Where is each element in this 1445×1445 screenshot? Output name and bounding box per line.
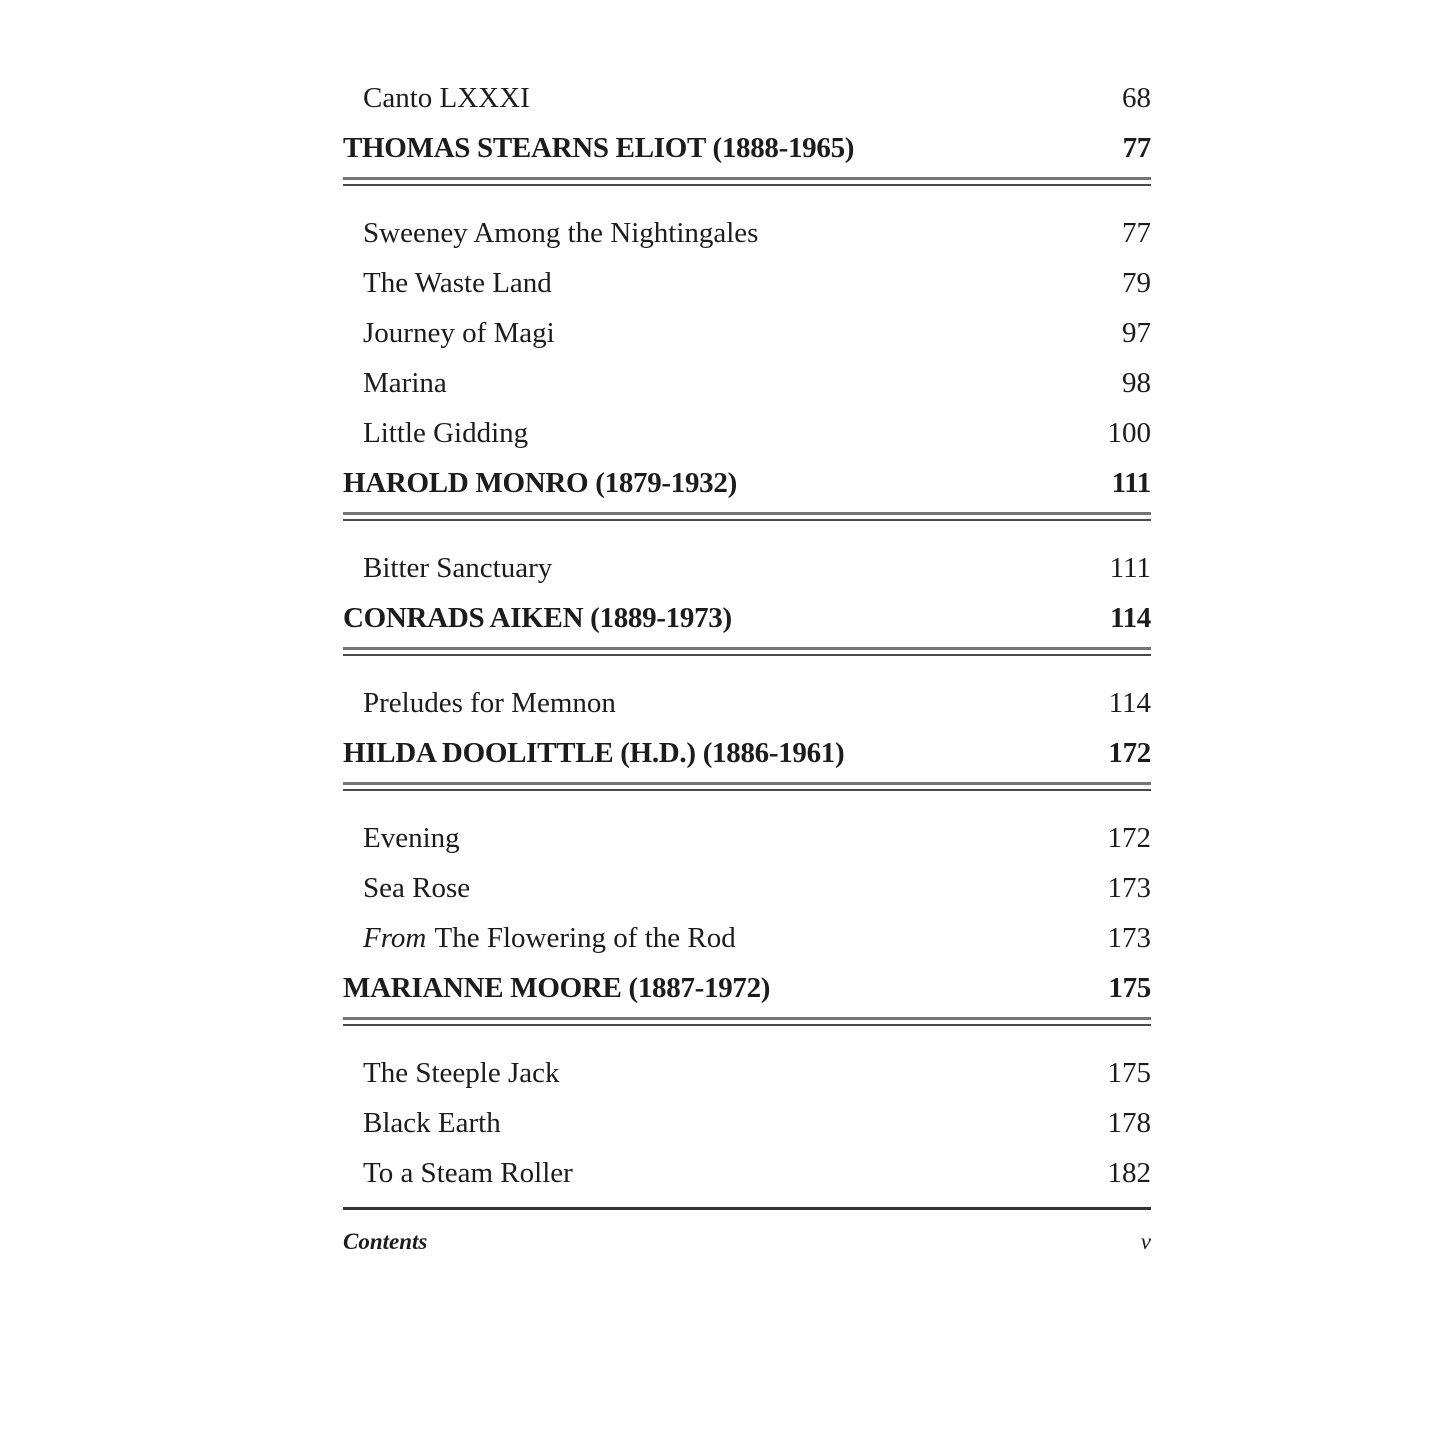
toc-entry-row: Bitter Sanctuary 111 [343, 552, 1151, 584]
toc-entry-row: Evening 172 [343, 822, 1151, 854]
entry-title-italic-prefix: From [363, 922, 427, 954]
page-number: 175 [1107, 1057, 1152, 1089]
entry-title: From The Flowering of the Rod [343, 922, 736, 954]
page-number: 114 [1110, 602, 1151, 634]
toc-entry-row: Sweeney Among the Nightingales 77 [343, 217, 1151, 249]
page-number: 114 [1108, 687, 1151, 719]
toc-entry-row: Journey of Magi 97 [343, 317, 1151, 349]
page-number: 111 [1109, 552, 1151, 584]
page-number: 172 [1107, 822, 1152, 854]
author-heading: HILDA DOOLITTLE (H.D.) (1886-1961) [343, 737, 845, 769]
entry-title: The Waste Land [363, 267, 552, 299]
page-number: 79 [1122, 267, 1151, 299]
page-number: 111 [1111, 467, 1152, 499]
page-number: 77 [1122, 132, 1152, 164]
toc-entry-row: Marina 98 [343, 367, 1151, 399]
footer-label: Contents [343, 1229, 428, 1254]
entry-title: Little Gidding [363, 417, 529, 449]
toc-entry-row: To a Steam Roller 182 [343, 1157, 1151, 1189]
author-heading-row: HILDA DOOLITTLE (H.D.) (1886-1961) 172 [343, 737, 1151, 769]
author-heading-row: MARIANNE MOORE (1887-1972) 175 [343, 972, 1151, 1004]
author-heading-row: CONRADS AIKEN (1889-1973) 114 [343, 602, 1151, 634]
page-number: 97 [1122, 317, 1151, 349]
folio-number: v [1140, 1229, 1151, 1254]
page-number: 173 [1107, 872, 1152, 904]
toc-page: Canto LXXXI 68 THOMAS STEARNS ELIOT (188… [343, 0, 1151, 1257]
author-heading-row: THOMAS STEARNS ELIOT (1888-1965) 77 [343, 132, 1151, 164]
toc-entry-row: Preludes for Memnon 114 [343, 687, 1151, 719]
toc-entry-row: The Steeple Jack 175 [343, 1057, 1151, 1089]
page-footer: Contents v [343, 1227, 1151, 1257]
page-number: 172 [1108, 737, 1151, 769]
entry-title: Bitter Sanctuary [363, 552, 553, 584]
author-heading: HAROLD MONRO (1879-1932) [343, 467, 737, 499]
entry-title: Marina [363, 367, 447, 399]
footer-rule [343, 1207, 1151, 1210]
section-divider [343, 782, 1151, 791]
entry-title: To a Steam Roller [363, 1157, 573, 1189]
entry-title: Sea Rose [363, 872, 471, 904]
section-divider [343, 647, 1151, 656]
author-heading: MARIANNE MOORE (1887-1972) [343, 972, 771, 1004]
page-number: 178 [1107, 1107, 1152, 1139]
entry-title-text: The Flowering of the Rod [434, 922, 736, 954]
section-divider [343, 1017, 1151, 1026]
page-number: 98 [1122, 367, 1151, 399]
page-number: 175 [1108, 972, 1151, 1004]
page-number: 68 [1122, 82, 1151, 114]
author-heading-row: HAROLD MONRO (1879-1932) 111 [343, 467, 1151, 499]
toc-entry-row: From The Flowering of the Rod 173 [343, 922, 1151, 954]
entry-title: Preludes for Memnon [363, 687, 616, 719]
author-heading: THOMAS STEARNS ELIOT (1888-1965) [343, 132, 855, 164]
entry-title: Journey of Magi [363, 317, 555, 349]
toc-entry-row: Black Earth 178 [343, 1107, 1151, 1139]
page-number: 100 [1107, 417, 1152, 449]
section-divider [343, 177, 1151, 186]
toc-entry-row: Canto LXXXI 68 [343, 82, 1151, 114]
entry-title: Canto LXXXI [363, 82, 530, 114]
entry-title: Evening [363, 822, 460, 854]
entry-title: Sweeney Among the Nightingales [363, 217, 759, 249]
toc-entry-row: The Waste Land 79 [343, 267, 1151, 299]
section-divider [343, 512, 1151, 521]
author-heading: CONRADS AIKEN (1889-1973) [343, 602, 732, 634]
page-number: 173 [1107, 922, 1152, 954]
toc-entry-row: Sea Rose 173 [343, 872, 1151, 904]
page-number: 182 [1107, 1157, 1152, 1189]
entry-title: Black Earth [363, 1107, 501, 1139]
toc-entry-row: Little Gidding 100 [343, 417, 1151, 449]
entry-title: The Steeple Jack [363, 1057, 560, 1089]
page-number: 77 [1122, 217, 1151, 249]
